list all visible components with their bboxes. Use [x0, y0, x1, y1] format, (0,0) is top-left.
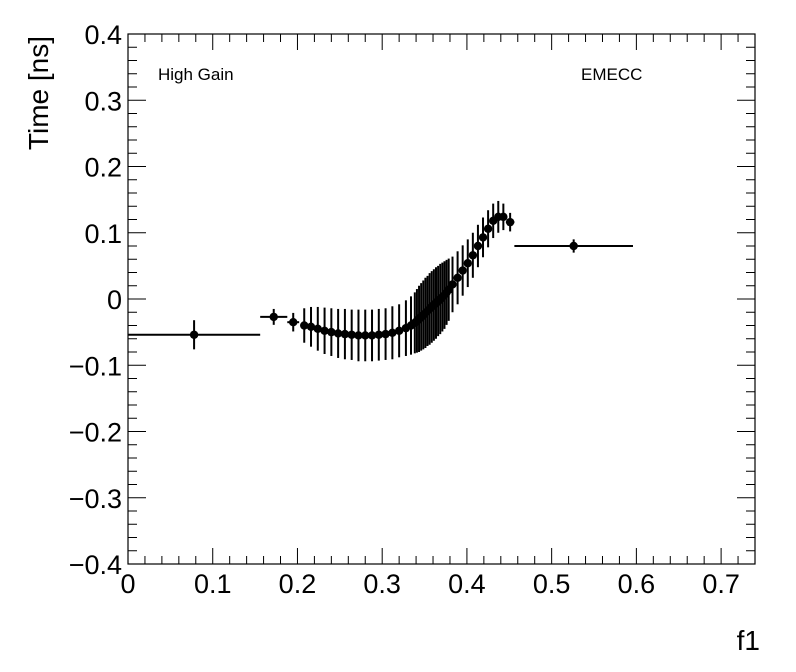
- data-point: [478, 217, 488, 258]
- data-point: [354, 309, 363, 362]
- data-point: [448, 256, 457, 313]
- marker: [313, 324, 322, 334]
- x-tick-labels: 0 0.1 0.2 0.3 0.4 0.5 0.6 0.7: [120, 569, 739, 599]
- marker: [361, 331, 370, 340]
- annotation-high-gain: High Gain: [158, 65, 234, 84]
- marker: [569, 241, 578, 251]
- data-point: [313, 306, 322, 351]
- data-point: [394, 304, 404, 358]
- data-point: [287, 312, 300, 332]
- marker: [300, 321, 309, 330]
- marker: [499, 212, 508, 222]
- data-point: [333, 308, 343, 358]
- marker: [473, 241, 483, 251]
- data-point: [381, 308, 390, 360]
- y-tick-label: −0.2: [69, 418, 122, 448]
- marker: [463, 259, 472, 268]
- y-axis-title: Time [ns]: [23, 36, 54, 150]
- data-point: [499, 203, 508, 231]
- marker: [505, 217, 515, 227]
- y-tick-label: 0.1: [84, 219, 122, 249]
- x-axis-title: f1: [737, 625, 760, 656]
- y-tick-label: 0.3: [84, 86, 122, 116]
- marker: [374, 330, 383, 339]
- x-tick-label: 0.1: [194, 569, 232, 599]
- marker: [381, 329, 390, 339]
- data-point: [306, 306, 316, 347]
- data-point: [361, 309, 370, 362]
- data-point: [514, 239, 633, 253]
- data-point: [300, 308, 309, 343]
- y-tick-label: −0.3: [69, 484, 122, 514]
- marker: [354, 331, 363, 340]
- y-tick-label: 0.2: [84, 153, 122, 183]
- marker: [189, 330, 199, 339]
- x-tick-label: 0.3: [363, 569, 401, 599]
- data-point: [340, 308, 350, 360]
- data-point: [367, 309, 377, 362]
- y-tick-label: 0.4: [84, 20, 122, 50]
- marker: [483, 224, 493, 233]
- data-point: [505, 212, 515, 232]
- marker: [289, 317, 298, 327]
- data-point: [327, 308, 336, 356]
- marker: [347, 330, 356, 339]
- data-point: [388, 306, 397, 360]
- axis-ticks: [127, 33, 756, 565]
- data-point: [128, 320, 261, 350]
- data-point: [320, 307, 329, 354]
- marker: [388, 328, 397, 337]
- data-point: [483, 210, 493, 248]
- data-point: [468, 232, 478, 278]
- data-point: [463, 239, 472, 288]
- annotation-emecc: EMECC: [581, 65, 642, 84]
- marker: [320, 326, 329, 335]
- marker: [340, 329, 350, 339]
- marker: [394, 326, 404, 335]
- marker: [306, 322, 316, 332]
- data-point: [347, 309, 356, 360]
- x-tick-label: 0.2: [279, 569, 317, 599]
- data-point: [488, 203, 498, 239]
- y-tick-label: −0.1: [69, 351, 122, 381]
- marker: [327, 327, 336, 337]
- data-point: [374, 308, 383, 361]
- marker: [478, 233, 488, 242]
- marker: [448, 280, 457, 289]
- minor-ticks: [127, 33, 756, 565]
- data-point: [453, 251, 462, 305]
- x-tick-label: 0.6: [618, 569, 656, 599]
- marker: [468, 251, 478, 260]
- marker: [367, 331, 377, 340]
- y-tick-label: −0.4: [69, 550, 122, 580]
- x-tick-label: 0.5: [533, 569, 571, 599]
- x-tick-label: 0.7: [702, 569, 740, 599]
- x-tick-label: 0.4: [448, 569, 486, 599]
- x-tick-label: 0: [120, 569, 135, 599]
- marker: [453, 273, 462, 282]
- y-tick-label: 0: [107, 285, 122, 315]
- data-point: [473, 224, 483, 268]
- data-markers: [128, 200, 633, 362]
- y-tick-labels: −0.4 −0.3 −0.2 −0.1 0 0.1 0.2 0.3 0.4: [69, 20, 122, 580]
- data-point: [260, 308, 288, 325]
- marker: [333, 329, 343, 338]
- marker: [269, 312, 278, 322]
- marker: [458, 266, 467, 275]
- data-point: [458, 245, 467, 296]
